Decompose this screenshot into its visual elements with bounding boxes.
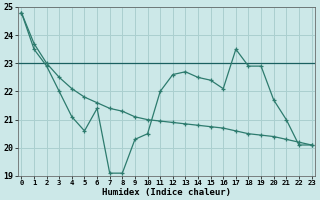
X-axis label: Humidex (Indice chaleur): Humidex (Indice chaleur): [102, 188, 231, 197]
